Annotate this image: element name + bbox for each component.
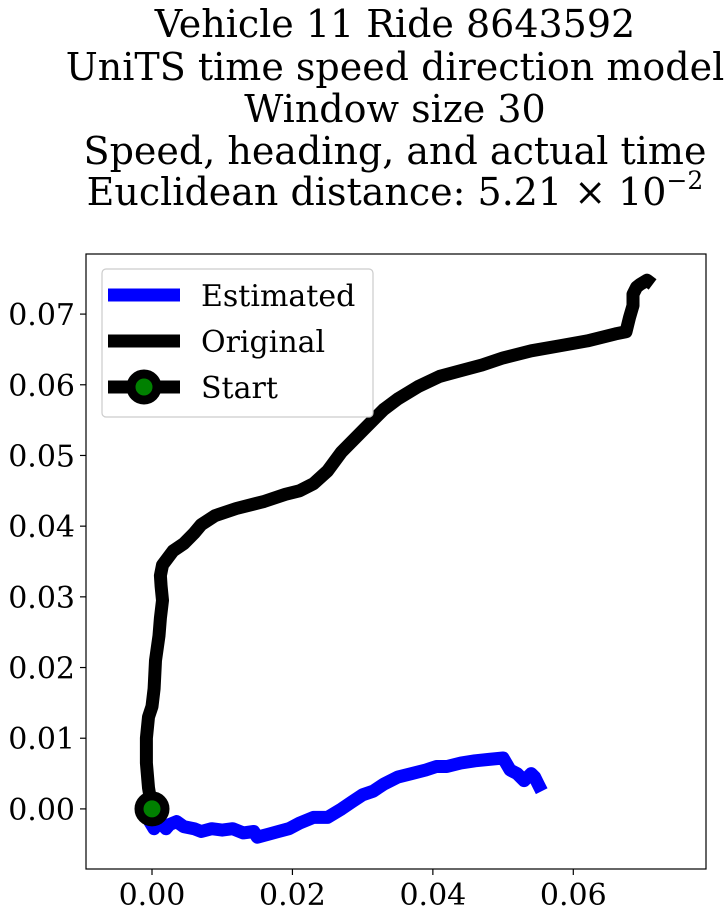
title-line-3: Window size 30 [244,87,545,131]
start-layer [134,791,170,827]
y-tick-label: 0.07 [8,298,75,333]
title-line-2: UniTS time speed direction model [66,45,725,89]
y-tick-label: 0.01 [8,722,75,757]
series-layer [139,273,657,844]
legend-start-label: Start [201,371,278,406]
y-tick-label: 0.00 [8,793,75,828]
legend-estimated-label: Estimated [201,279,355,314]
series-line-estimated [142,751,548,844]
y-tick-label: 0.03 [8,581,75,616]
y-tick-label: 0.06 [8,369,75,404]
x-tick-label: 0.06 [540,878,607,913]
title-line-5-base: Euclidean distance: 5.21 × 10 [87,170,667,214]
y-tick-label: 0.05 [8,439,75,474]
chart-title: Vehicle 11 Ride 8643592 UniTS time speed… [66,2,725,214]
legend-box [101,268,374,418]
title-line-5: Euclidean distance: 5.21 × 10−2 [87,166,704,214]
title-line-4: Speed, heading, and actual time [84,129,707,173]
legend-original-label: Original [201,325,325,360]
y-axis: 0.00 0.01 0.02 0.03 0.04 0.05 0.06 0.07 [8,298,86,828]
legend-start-marker [126,369,162,405]
plot-frame [85,253,707,870]
start-marker [134,791,170,827]
legend: Estimated Original Start [101,268,374,418]
y-tick-label: 0.02 [8,652,75,687]
x-tick-label: 0.04 [399,878,466,913]
title-line-5-exponent: −2 [666,166,703,195]
series-line-original [139,273,657,810]
y-tick-label: 0.04 [8,510,75,545]
x-tick-label: 0.02 [259,878,326,913]
x-axis: 0.00 0.02 0.04 0.06 [119,869,607,913]
title-line-1: Vehicle 11 Ride 8643592 [154,2,635,46]
x-tick-label: 0.00 [119,878,186,913]
